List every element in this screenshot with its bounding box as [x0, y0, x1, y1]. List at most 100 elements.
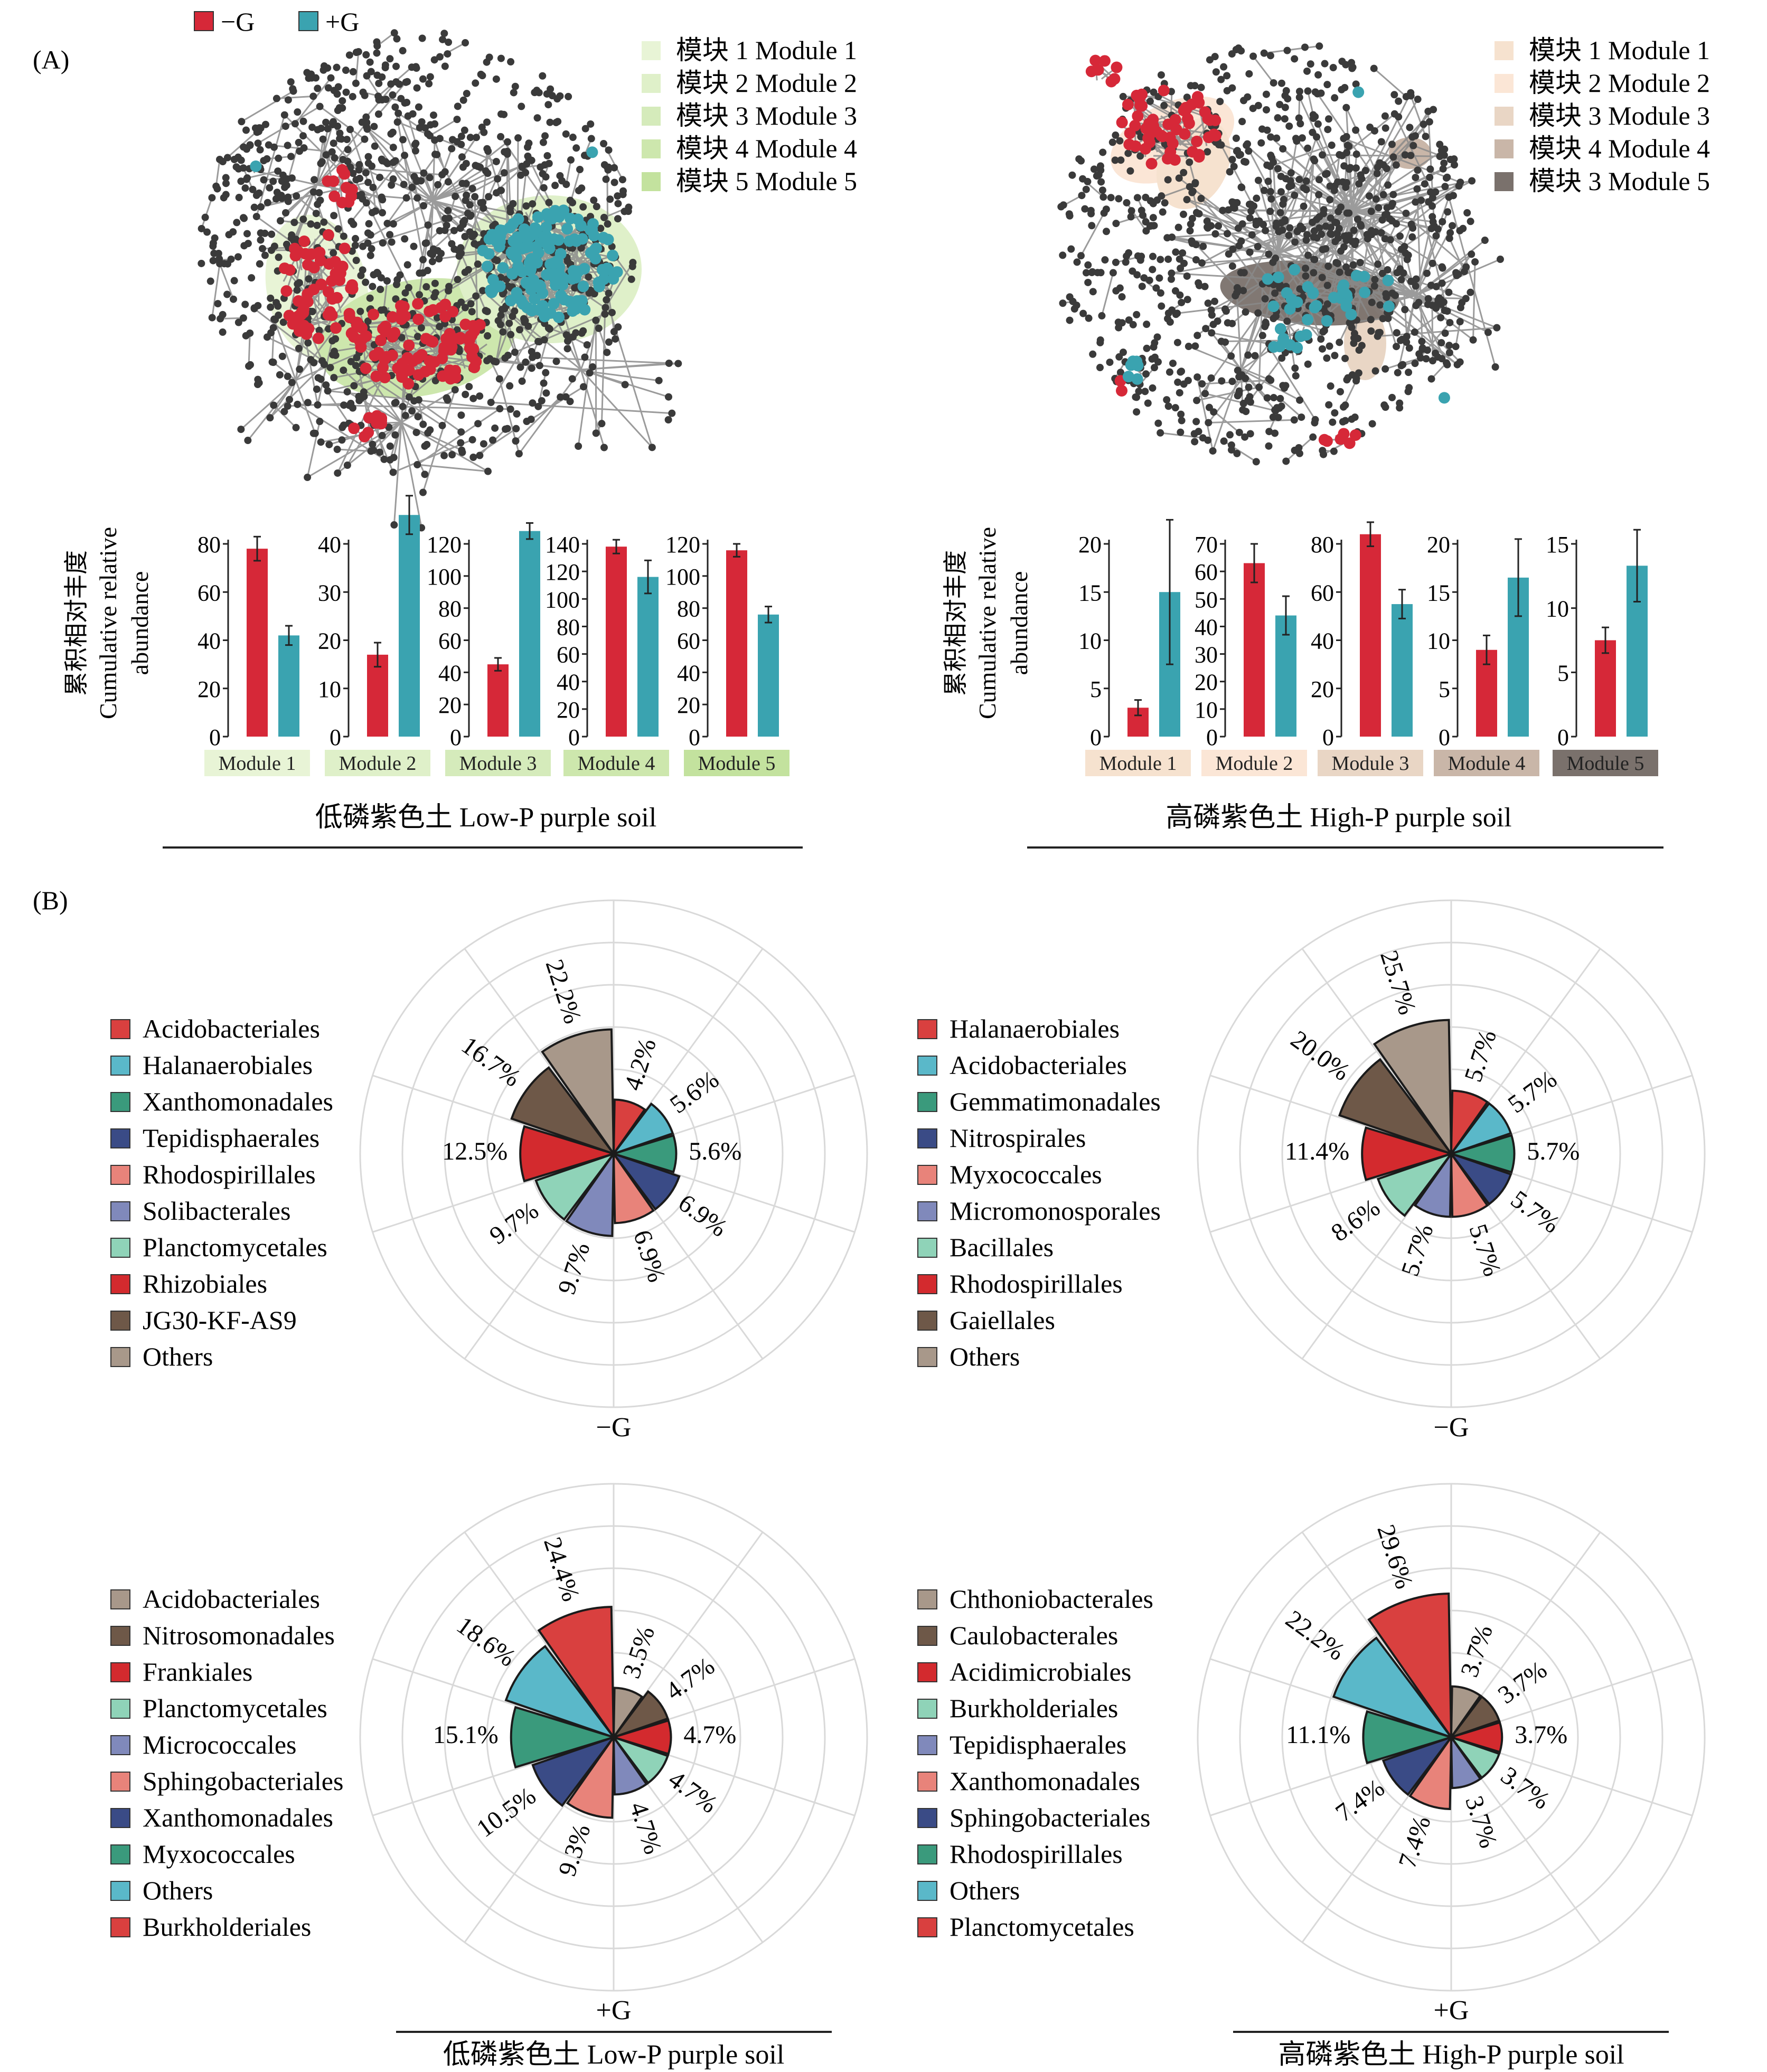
- network-node: [1432, 188, 1440, 196]
- network-node: [474, 260, 482, 268]
- network-node: [364, 178, 372, 186]
- network-node: [1377, 138, 1385, 146]
- network-node: [436, 53, 444, 61]
- network-node: [540, 184, 548, 192]
- network-node: [412, 428, 420, 436]
- network-node: [612, 335, 619, 343]
- network-node: [1341, 354, 1349, 362]
- network-node: [521, 317, 529, 325]
- network-node: [1099, 148, 1107, 156]
- network-node-highlight: [1272, 271, 1284, 284]
- polar-bar: [1332, 1636, 1454, 1740]
- network-node: [1357, 222, 1365, 230]
- network-node: [1164, 176, 1172, 184]
- network-node: [1267, 195, 1275, 203]
- network-node: [312, 210, 320, 218]
- network-node: [401, 152, 409, 159]
- network-node: [1291, 238, 1299, 246]
- module-tag: [1553, 750, 1658, 776]
- network-node: [587, 135, 595, 143]
- network-node: [431, 120, 439, 128]
- network-node: [235, 194, 243, 202]
- polar-legend-swatch: [110, 1274, 130, 1294]
- polar-grid-spoke: [464, 948, 590, 1120]
- bar-neg: [1360, 534, 1381, 737]
- network-node: [1204, 224, 1212, 232]
- network-node-highlight: [1338, 428, 1350, 440]
- network-node: [234, 253, 242, 261]
- network-edge: [1264, 45, 1320, 54]
- network-node: [1082, 185, 1090, 193]
- bar-y-tick-label: 80: [557, 614, 580, 640]
- network-edge: [1349, 167, 1353, 212]
- network-node: [1349, 63, 1357, 71]
- network-node: [304, 399, 312, 407]
- network-node: [457, 439, 465, 447]
- network-node: [1268, 154, 1276, 162]
- network-node: [1133, 393, 1141, 401]
- network-node: [1087, 210, 1095, 218]
- network-node: [1262, 106, 1270, 114]
- network-node: [1412, 174, 1420, 182]
- network-node: [602, 175, 610, 183]
- bar-y-tick-label: 20: [1427, 532, 1450, 558]
- network-node: [1347, 318, 1355, 326]
- network-node: [1378, 216, 1386, 224]
- network-node: [425, 80, 433, 88]
- network-node: [1107, 194, 1115, 202]
- legend-neg-label: −G: [221, 7, 255, 36]
- network-node: [399, 47, 407, 55]
- network-node: [370, 123, 378, 130]
- bar-pos: [519, 531, 540, 737]
- network-edge: [393, 422, 402, 458]
- network-node: [1463, 209, 1471, 217]
- network-node: [1428, 357, 1436, 365]
- network-node: [1154, 358, 1162, 366]
- network-node: [450, 227, 458, 234]
- network-node: [356, 174, 364, 182]
- network-node: [349, 404, 356, 412]
- network-node: [1445, 234, 1453, 242]
- network-node: [403, 78, 411, 86]
- network-node: [1220, 63, 1228, 71]
- network-node: [1235, 44, 1243, 52]
- network-node: [335, 104, 343, 112]
- network-node: [261, 229, 269, 237]
- network-node: [472, 292, 480, 300]
- network-node: [600, 140, 608, 148]
- network-node: [1460, 268, 1468, 276]
- network-edge: [333, 143, 360, 171]
- network-node: [322, 151, 330, 159]
- network-node: [1209, 321, 1217, 328]
- polar-bar: [531, 1735, 617, 1807]
- network-node-highlight: [1284, 339, 1296, 351]
- network-node-highlight: [356, 333, 368, 345]
- network-node: [497, 133, 505, 140]
- bar-y-tick-label: 30: [318, 580, 341, 606]
- network-node: [237, 426, 245, 434]
- network-node-highlight: [505, 295, 517, 307]
- network-node: [1327, 382, 1334, 390]
- bar-y-tick-label: 0: [330, 724, 341, 750]
- network-node: [1174, 378, 1182, 386]
- network-node: [383, 277, 391, 285]
- network-node: [1059, 299, 1067, 307]
- network-node: [497, 186, 505, 194]
- network-node-highlight: [1349, 429, 1361, 441]
- polar-grid: [359, 1483, 868, 1992]
- network-node: [1148, 355, 1156, 363]
- network-edge: [433, 163, 527, 202]
- network-node: [230, 277, 238, 285]
- network-node: [458, 448, 466, 456]
- network-node: [1085, 314, 1093, 322]
- network-node: [479, 199, 487, 206]
- network-node: [614, 200, 622, 208]
- network-node: [346, 163, 354, 171]
- network-edge: [1187, 199, 1251, 219]
- network-node-highlight: [370, 370, 382, 382]
- network-node: [445, 214, 453, 222]
- module-legend-low-label-2: 模块 2 Module 2: [676, 68, 857, 98]
- polar-bar: [1450, 1089, 1489, 1157]
- network-edge: [397, 121, 497, 163]
